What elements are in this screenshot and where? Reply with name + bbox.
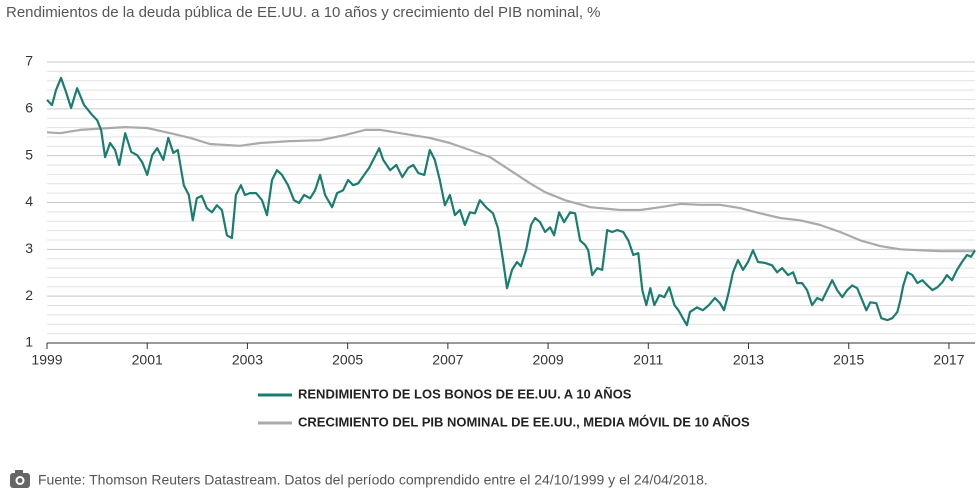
x-tick-label: 2001	[132, 352, 163, 368]
camera-icon	[10, 470, 30, 488]
x-tick-label: 1999	[31, 352, 62, 368]
chart-title: Rendimientos de la deuda pública de EE.U…	[6, 4, 601, 21]
y-tick-label: 2	[25, 287, 33, 303]
x-tick-label: 2009	[533, 352, 564, 368]
legend-label: RENDIMIENTO DE LOS BONOS DE EE.UU. A 10 …	[298, 386, 632, 401]
source-note: Fuente: Thomson Reuters Datastream. Dato…	[38, 472, 708, 488]
x-tick-label: 2011	[633, 352, 663, 368]
series-line	[46, 126, 975, 253]
x-tick-label: 2003	[232, 352, 263, 368]
series-line	[46, 76, 976, 327]
y-tick-label: 3	[25, 240, 33, 256]
y-tick-label: 7	[25, 53, 33, 69]
legend-label: CRECIMIENTO DEL PIB NOMINAL DE EE.UU., M…	[298, 414, 750, 429]
y-tick-label: 4	[25, 193, 33, 209]
x-tick-label: 2015	[833, 352, 864, 368]
y-tick-label: 5	[25, 146, 33, 162]
x-tick-label: 2007	[432, 352, 463, 368]
x-tick-label: 2017	[933, 352, 964, 368]
y-tick-label: 1	[25, 334, 33, 350]
y-tick-label: 6	[25, 100, 33, 116]
x-tick-label: 2013	[733, 352, 764, 368]
x-tick-label: 2005	[332, 352, 363, 368]
